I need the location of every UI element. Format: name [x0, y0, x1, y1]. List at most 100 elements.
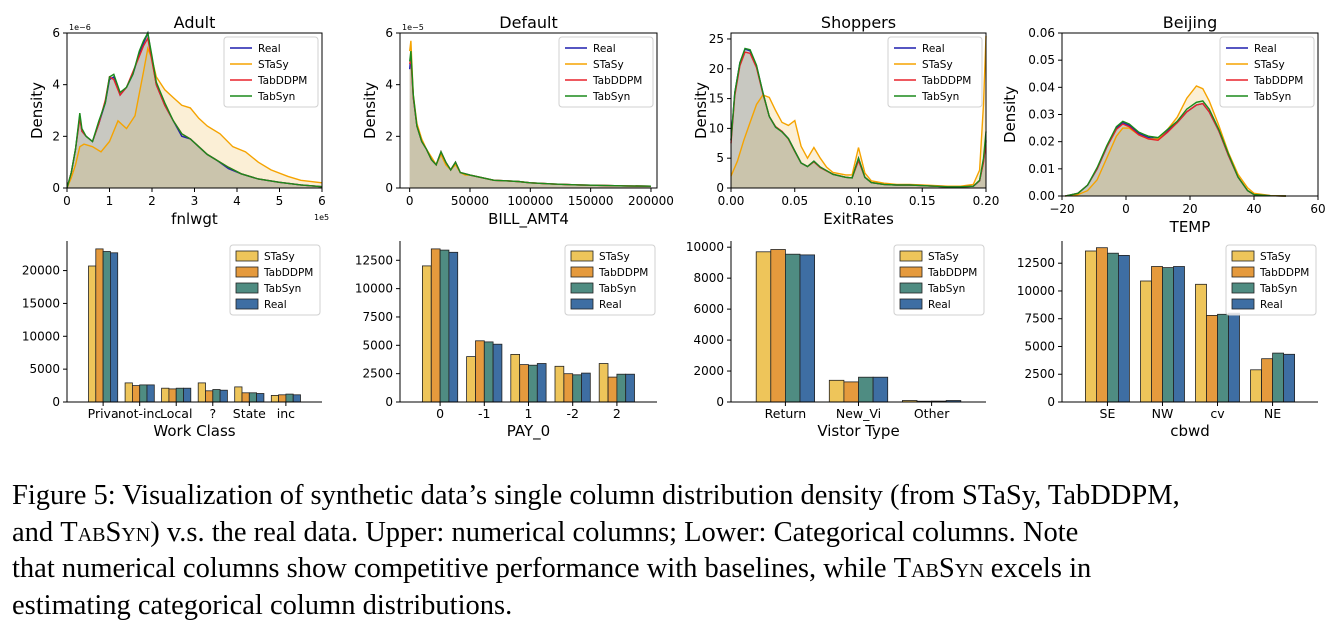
figure-caption: Figure 5: Visualization of synthetic dat…: [12, 478, 1317, 624]
bar: [110, 252, 119, 403]
x-axis-label: Vistor Type: [817, 422, 899, 440]
y-tick-label: 2500: [362, 367, 393, 381]
y-tick-label: 5000: [29, 362, 60, 376]
density-line: [66, 30, 323, 189]
caption-line-3: that numerical columns show competitive …: [12, 551, 1317, 588]
density-line: [66, 46, 323, 189]
y-tick-label: 2: [52, 129, 60, 143]
density-chart: 0 1 2 3 4 5 6 0 2 4 6 1e−6 1e5 Adult fnlwgt Density Real…: [28, 13, 329, 228]
legend-label: TabSyn: [1253, 91, 1291, 103]
x-axis-label: cbwd: [1170, 422, 1210, 440]
x-tick-label: ?: [209, 406, 216, 421]
legend-swatch: [899, 282, 923, 294]
bar: [492, 343, 503, 403]
bar: [1272, 352, 1284, 403]
legend-label: STaSy: [1254, 59, 1285, 71]
x-tick-label: 0.20: [973, 194, 1000, 208]
density-area: [731, 48, 986, 188]
legend: Real STaSy TabDDPM TabSyn: [1219, 36, 1315, 108]
legend-label: Real: [1260, 299, 1283, 311]
caption-text: ) v.s. the real data. Upper: numerical c…: [150, 516, 1079, 548]
legend-box: [223, 36, 319, 108]
legend-box: [887, 36, 983, 108]
y-tick-label: 4: [385, 78, 393, 92]
x-axis-label: Work Class: [153, 422, 235, 440]
x-tick-label: 2: [613, 406, 621, 421]
legend-label: TabSyn: [257, 91, 295, 103]
bar: [131, 385, 141, 403]
legend-label: Real: [258, 43, 281, 55]
legend-label: TabDDPM: [257, 75, 307, 87]
density-area: [409, 58, 651, 188]
y-tick-label: 0: [1047, 395, 1055, 409]
bar: [292, 394, 301, 403]
y-tick-label: 5000: [1024, 339, 1055, 353]
bar: [510, 353, 520, 403]
y-tick-label: 6000: [693, 302, 724, 316]
legend-swatch: [235, 250, 259, 262]
y-tick-label: 0: [716, 181, 724, 195]
legend-label: STaSy: [264, 251, 295, 263]
legend-swatch: [570, 250, 594, 262]
y-exponent-label: 1e−5: [402, 23, 424, 32]
bar: [1261, 358, 1273, 403]
y-tick-label: 20000: [22, 264, 60, 278]
x-tick-label: 20: [1182, 202, 1197, 216]
bar: [872, 376, 889, 403]
x-tick-label: 0: [406, 194, 414, 208]
y-tick-label: 7500: [1024, 312, 1055, 326]
legend-label: STaSy: [922, 59, 953, 71]
bar: [430, 248, 441, 403]
density-area: [409, 51, 651, 188]
legend-label: TabSyn: [927, 283, 965, 295]
density-chart: 0 50000 100000 150000 200000 0 2 4 6 1e−5 Default B…: [361, 13, 674, 229]
chart-title: Shoppers: [821, 13, 896, 32]
x-tick-label: −20: [1049, 202, 1074, 216]
bar: [168, 388, 177, 403]
x-tick-label: Return: [765, 406, 806, 421]
bar: [88, 265, 97, 403]
x-exponent-label: 1e5: [314, 213, 329, 222]
bar: [183, 387, 192, 403]
x-tick-label: 3: [191, 194, 199, 208]
legend-box: [564, 244, 656, 316]
bar: [1140, 280, 1152, 403]
legend-label: TabSyn: [1259, 283, 1297, 295]
legend-label: Real: [593, 43, 616, 55]
bar: [581, 372, 591, 403]
y-tick-label: 0.00: [1028, 189, 1055, 203]
legend-swatch: [570, 266, 594, 278]
bar: [1217, 313, 1229, 403]
x-tick-label: not-inc: [118, 406, 161, 421]
bar: [212, 389, 221, 403]
bar: [466, 356, 476, 403]
bar: [843, 381, 859, 403]
y-axis-label: Density: [1001, 86, 1019, 143]
y-tick-label: 6: [52, 26, 60, 40]
bar: [572, 374, 582, 403]
caption-method-name: TabSyn: [893, 553, 984, 584]
bar: [828, 379, 845, 403]
bar: [483, 341, 494, 403]
x-tick-label: 50000: [451, 194, 489, 208]
legend-box: [1225, 244, 1317, 316]
x-tick-label: 2: [148, 194, 156, 208]
bar: [799, 254, 816, 403]
bar: [234, 386, 243, 403]
bar: [554, 365, 565, 403]
y-tick-label: 0.02: [1028, 135, 1055, 149]
legend-label: TabDDPM: [927, 267, 977, 279]
legend-label: TabDDPM: [592, 75, 642, 87]
x-tick-label: 0: [63, 194, 71, 208]
y-tick-label: 5000: [362, 338, 393, 352]
bar: [858, 376, 874, 403]
bar: [146, 384, 155, 403]
legend-label: TabDDPM: [598, 267, 648, 279]
y-tick-label: 15000: [22, 296, 60, 310]
density-area: [67, 33, 322, 188]
density-area: [1065, 100, 1286, 196]
bar: [528, 364, 538, 403]
caption-line-1: Figure 5: Visualization of synthetic dat…: [12, 480, 1180, 511]
bar: [421, 265, 432, 403]
y-axis-label: Density: [692, 82, 710, 139]
